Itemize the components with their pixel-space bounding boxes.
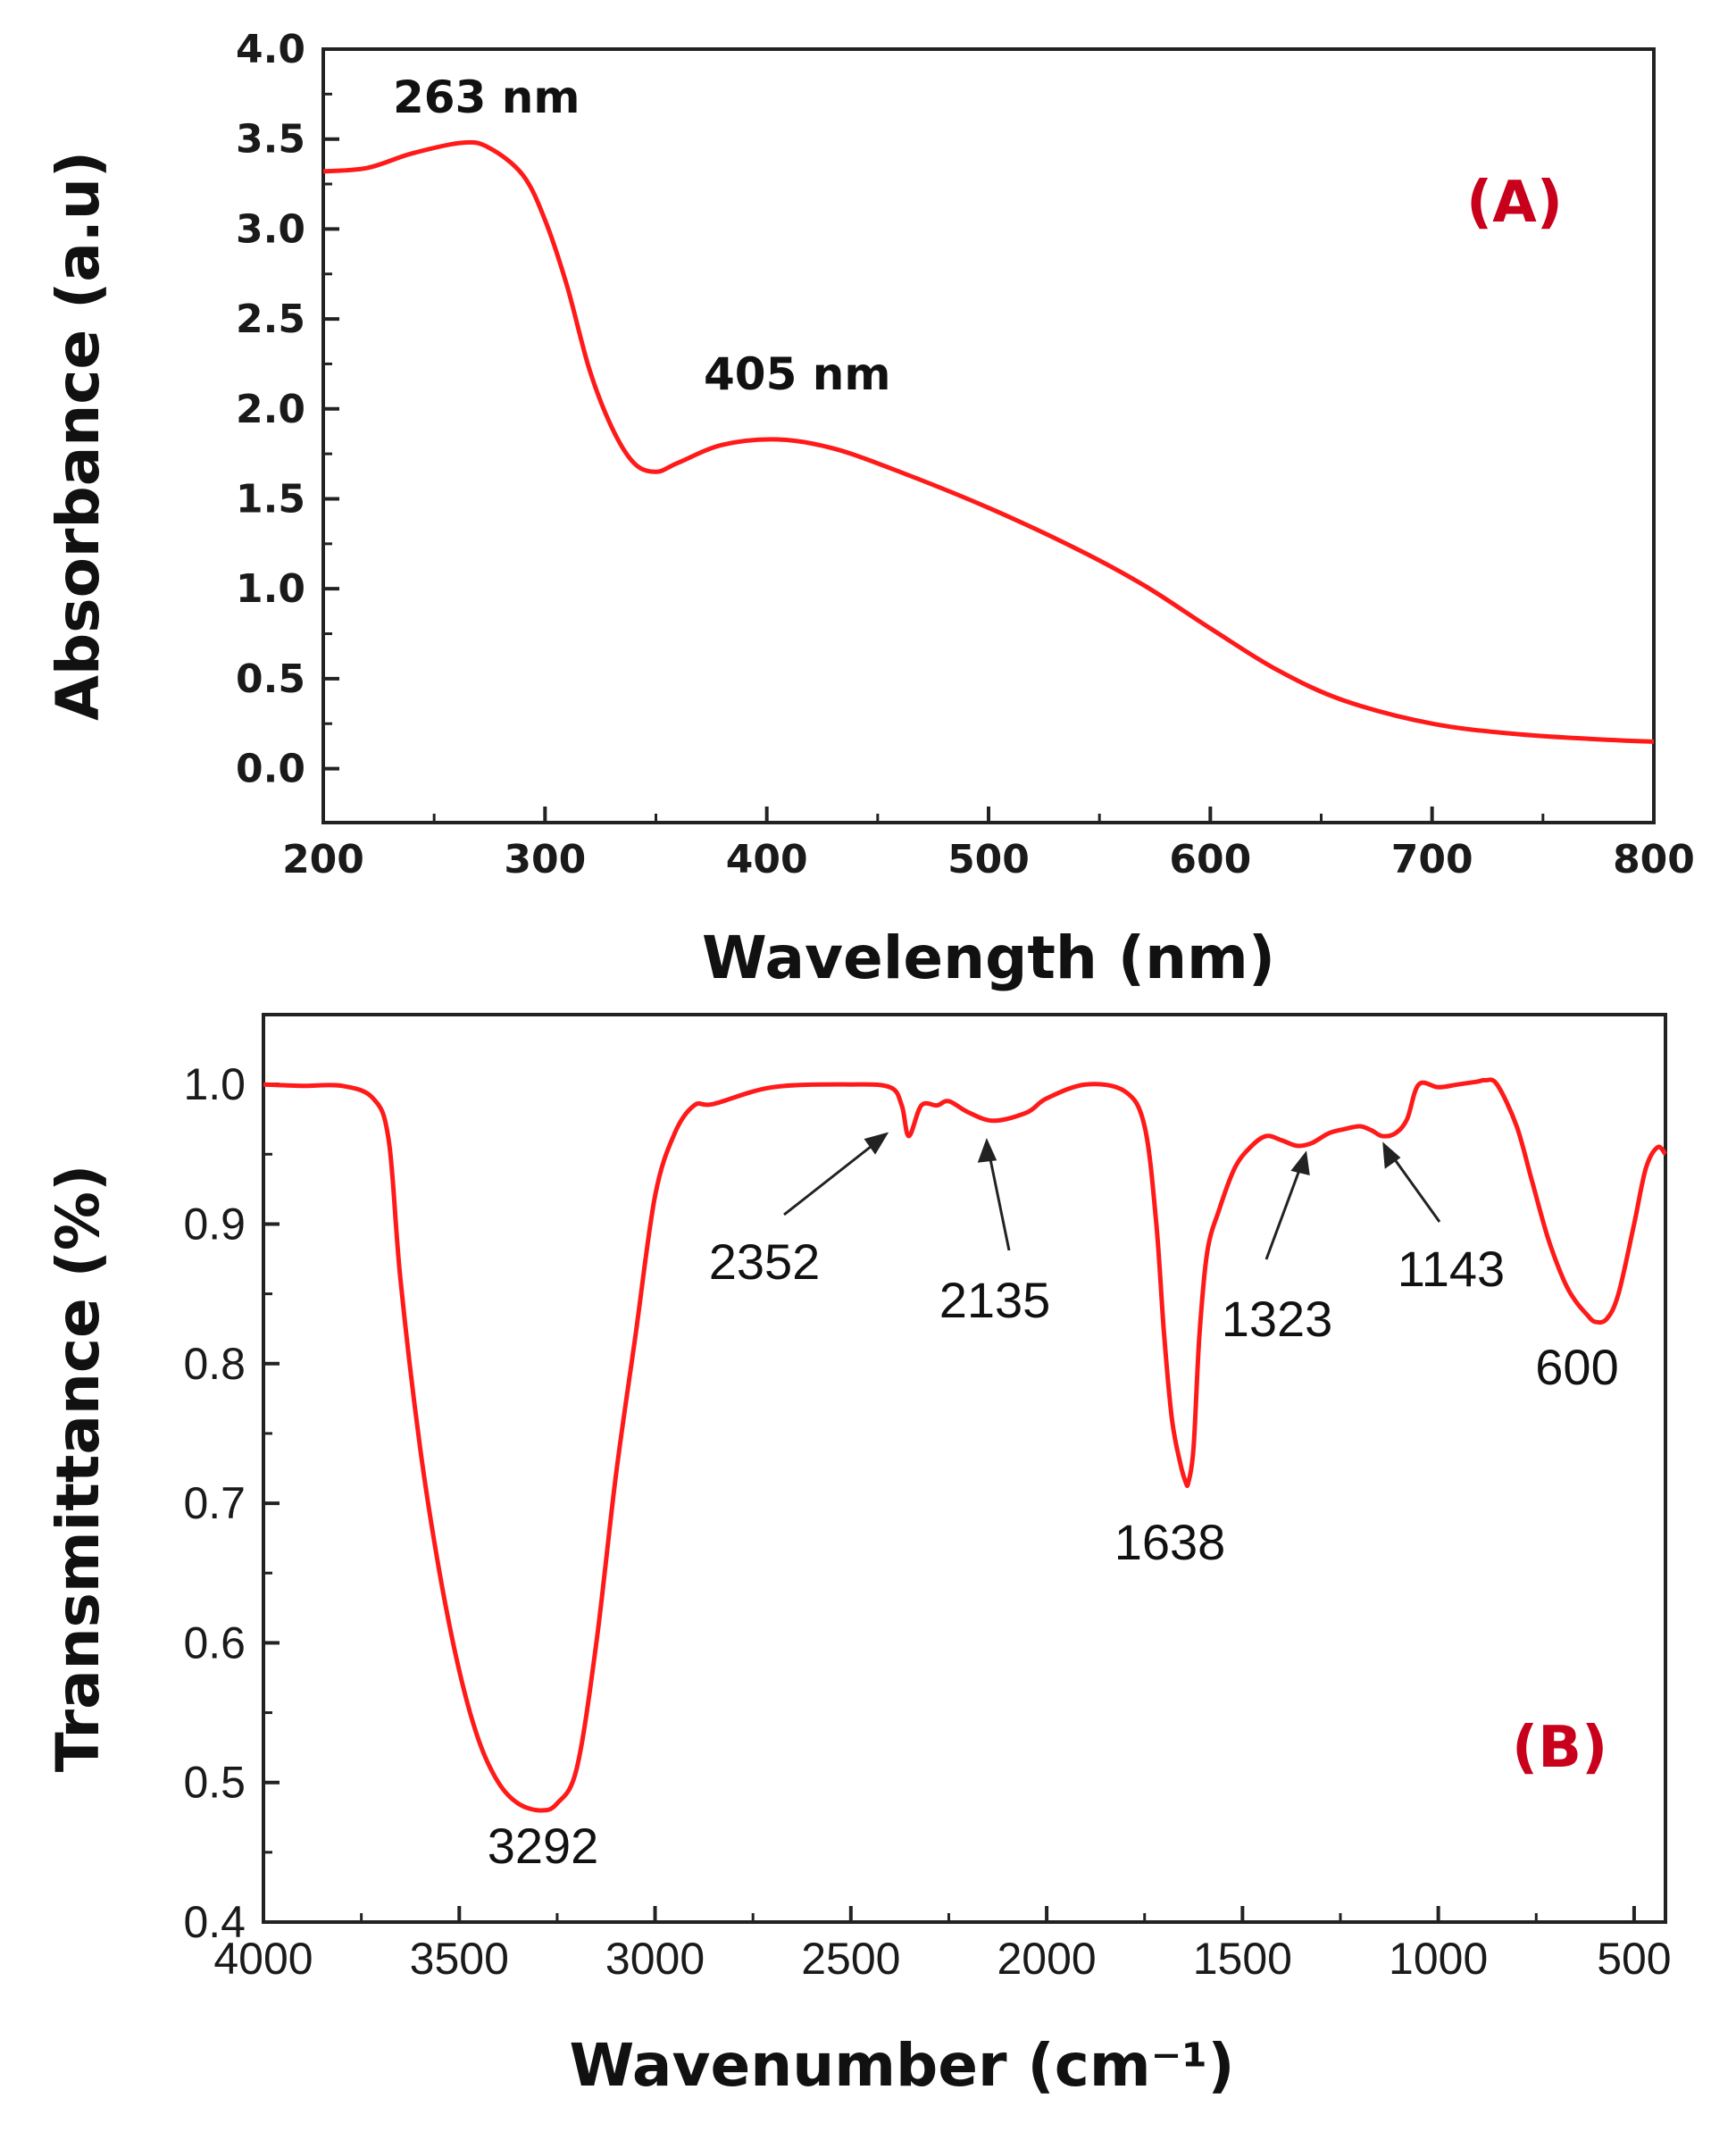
panel-b-peak-3292: 3292: [488, 1818, 599, 1874]
panel-b-y-ticks: 0.4 0.5 0.6 0.7 0.8 0.9 1.0: [183, 1059, 280, 1947]
panel-b-peak-2352: 2352: [709, 1233, 821, 1290]
panel-a-plot-frame: [321, 47, 1656, 824]
panel-b-x-tick-label: 3000: [605, 1934, 705, 1984]
panel-a-y-tick-label: 2.0: [236, 387, 305, 432]
panel-a-x-tick-label: 300: [504, 837, 586, 882]
panel-b-x-tick-label: 500: [1597, 1934, 1671, 1984]
panel-b-peak-600: 600: [1535, 1339, 1618, 1395]
panel-b-peak-1143: 1143: [1398, 1241, 1505, 1297]
panel-b-y-tick-label: 0.6: [183, 1618, 246, 1668]
panel-a-x-tick-label: 600: [1169, 837, 1251, 882]
panel-a-x-tick-label: 500: [947, 837, 1030, 882]
panel-b-y-tick-label: 0.9: [183, 1199, 246, 1249]
panel-a-peak-263: 263 nm: [393, 71, 580, 123]
arrow-1143: [1388, 1151, 1441, 1223]
panel-a-y-tick-label: 0.5: [236, 656, 305, 702]
panel-b-y-tick-label: 0.7: [183, 1478, 246, 1528]
panel-b-peak-2135: 2135: [939, 1272, 1051, 1328]
panel-b-x-tick-label: 3500: [410, 1934, 509, 1984]
panel-b-y-tick-label: 1.0: [183, 1059, 246, 1109]
panel-a-y-tick-label: 3.5: [236, 117, 305, 163]
panel-a-x-tick-label: 800: [1613, 837, 1695, 882]
panel-a-y-tick-label: 2.5: [236, 297, 305, 342]
arrow-1143-head: [1382, 1141, 1401, 1169]
panel-a-y-ticks: 0.0 0.5 1.0 1.5 2.0 2.5 3.0 3.5 4.0: [236, 27, 339, 792]
panel-b-plot-frame: [262, 1013, 1667, 1924]
panel-a-y-tick-label: 1.5: [236, 476, 305, 522]
panel-a-chart: 0.0 0.5 1.0 1.5 2.0 2.5 3.0 3.5 4.0 200 300 400 500…: [44, 27, 1695, 992]
arrow-2352-head: [864, 1132, 889, 1155]
panel-a-x-tick-label: 400: [726, 837, 808, 882]
arrow-2135: [987, 1149, 1011, 1251]
arrow-2352: [783, 1138, 881, 1216]
panel-b-x-tick-label: 1500: [1193, 1934, 1292, 1984]
panel-a-y-tick-label: 1.0: [236, 566, 305, 612]
panel-b-transmittance-curve: [263, 1077, 1667, 1813]
panel-a-y-tick-label: 4.0: [236, 27, 305, 72]
panel-b-x-tick-label: 4000: [213, 1934, 313, 1984]
panel-b-y-tick-label: 0.8: [183, 1339, 246, 1389]
panel-a-x-tick-label: 200: [282, 837, 364, 882]
arrow-1323: [1264, 1162, 1304, 1260]
arrow-1323-head: [1290, 1150, 1310, 1175]
panel-b-x-ticks: 4000 3500 3000 2500 2000 1500 1000 500: [213, 1906, 1672, 1984]
panel-b-chart: 0.4 0.5 0.6 0.7 0.8 0.9 1.0 4000 3500 3000 2500 20…: [44, 1013, 1672, 2100]
panel-a-y-tick-label: 3.0: [236, 206, 305, 252]
panel-b-peak-1638: 1638: [1114, 1514, 1226, 1570]
panel-a-x-ticks: 200 300 400 500 600 700 800: [282, 807, 1695, 882]
panel-b-y-tick-label: 0.5: [183, 1758, 246, 1808]
arrow-2135-head: [977, 1138, 997, 1163]
panel-b-y-axis-title: Transmittance (%): [44, 1165, 113, 1772]
panel-b-x-tick-label: 2000: [997, 1934, 1096, 1984]
panel-b-y-tick-label: 0.4: [183, 1897, 246, 1947]
panel-a-label: (A): [1466, 170, 1563, 236]
panel-a-absorbance-curve: [322, 139, 1655, 744]
panel-b-x-tick-label: 1000: [1389, 1934, 1488, 1984]
panel-b-peak-1323: 1323: [1222, 1291, 1333, 1347]
panel-a-y-axis-title: Absorbance (a.u): [44, 151, 113, 721]
panel-a-x-axis-title: Wavelength (nm): [702, 924, 1275, 992]
panel-b-arrows: [783, 1132, 1441, 1260]
panel-b-x-axis-title: Wavenumber (cm⁻¹): [569, 2031, 1234, 2100]
panel-a-x-tick-label: 700: [1391, 837, 1473, 882]
panel-a-y-tick-label: 0.0: [236, 747, 305, 792]
panel-b-label: (B): [1512, 1715, 1607, 1781]
panel-b-x-tick-label: 2500: [801, 1934, 900, 1984]
panel-a-peak-405: 405 nm: [704, 348, 890, 400]
